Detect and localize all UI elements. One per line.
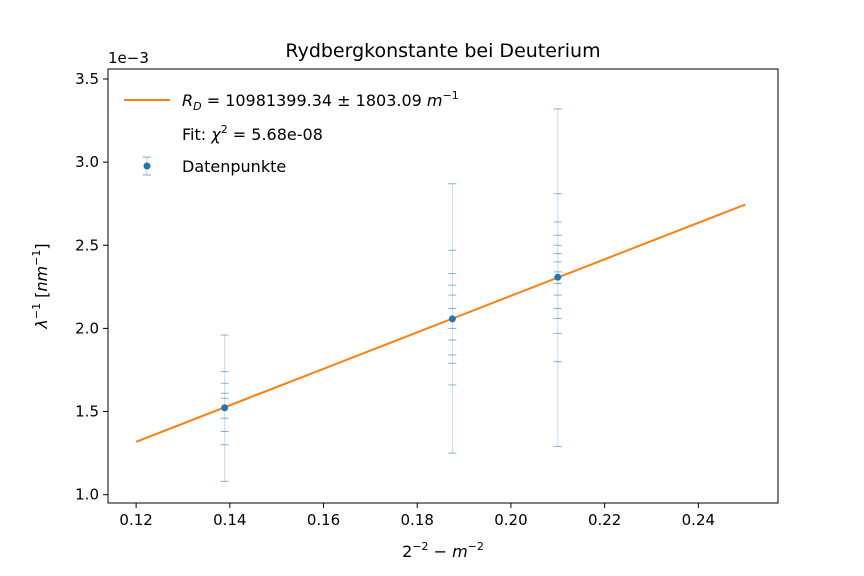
x-tick-label: 0.18: [401, 511, 434, 529]
y-axis-ticks: 1.0 1.5 2.0 2.5 3.0 3.5: [75, 70, 108, 504]
x-tick-label: 0.12: [119, 511, 152, 529]
plot-frame: [107, 68, 779, 504]
fit-line-layer: [135, 203, 746, 443]
y-tick-label: 1.5: [75, 403, 99, 421]
y-tick-label: 2.0: [75, 319, 99, 337]
y-offset-label: 1e−3: [108, 49, 149, 67]
x-tick-label: 0.22: [588, 511, 621, 529]
data-point: [448, 315, 456, 323]
data-points: [221, 273, 562, 412]
x-tick-label: 0.24: [682, 511, 715, 529]
legend: RD = 10981399.34 ± 1803.09 m−1 Fit: χ2 =…: [124, 89, 459, 176]
plot-area: [108, 69, 778, 503]
x-tick-label: 0.16: [307, 511, 340, 529]
data-point: [221, 404, 229, 412]
legend-fit-chi2: Fit: χ2 = 5.68e-08: [182, 123, 323, 144]
y-axis-label: λ−1 [nm−1]: [30, 243, 51, 329]
legend-point-swatch: [143, 162, 151, 170]
legend-fit-label: RD = 10981399.34 ± 1803.09 m−1: [182, 89, 459, 113]
y-tick-label: 3.5: [75, 70, 99, 88]
y-tick-label: 2.5: [75, 236, 99, 254]
chart-title: Rydbergkonstante bei Deuterium: [285, 40, 600, 62]
y-tick-label: 1.0: [75, 486, 99, 504]
legend-points-label: Datenpunkte: [182, 157, 286, 176]
y-tick-label: 3.0: [75, 153, 99, 171]
x-tick-label: 0.20: [494, 511, 527, 529]
data-point: [554, 273, 562, 281]
x-tick-label: 0.14: [213, 511, 246, 529]
fit-line: [135, 203, 746, 443]
x-axis-ticks: 0.12 0.14 0.16 0.18 0.20 0.22 0.24: [119, 503, 715, 529]
